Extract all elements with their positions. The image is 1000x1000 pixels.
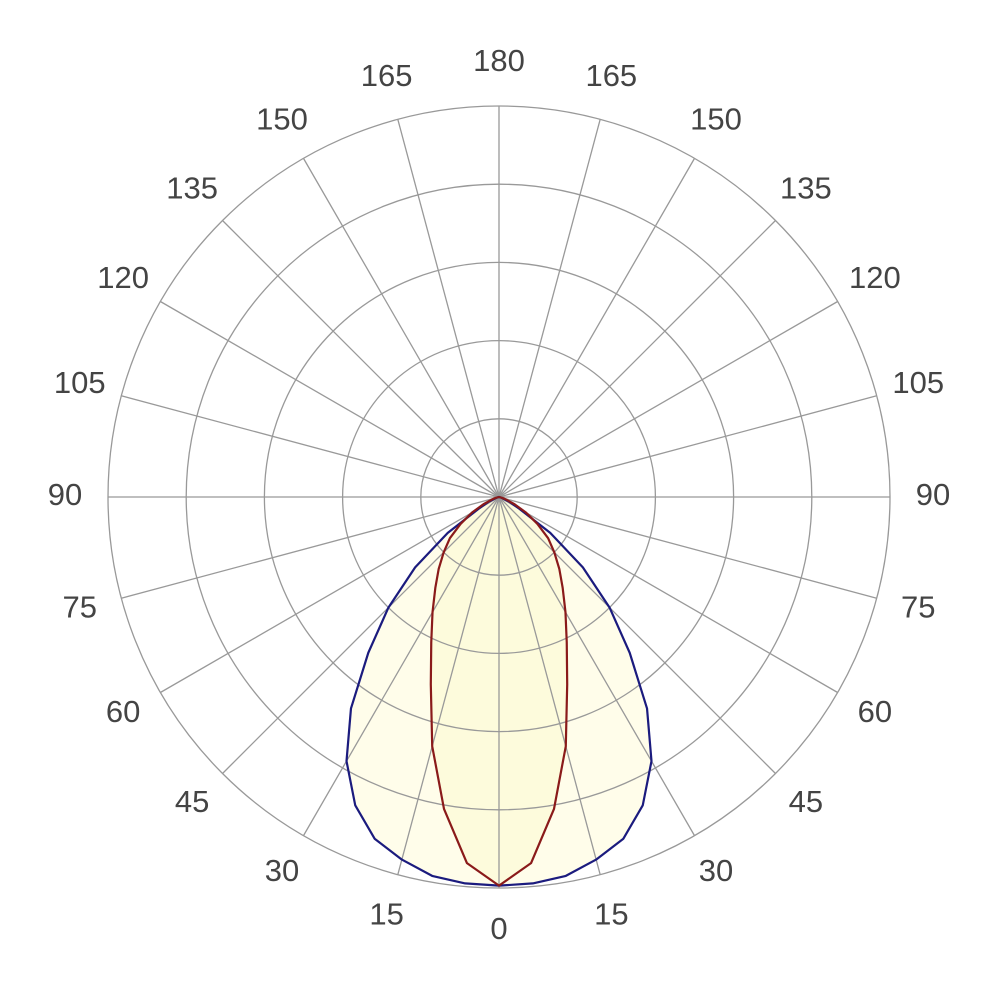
angle-label: 165: [361, 58, 413, 93]
angle-label: 150: [690, 101, 742, 136]
grid-spoke: [498, 496, 696, 836]
grid-spoke: [498, 496, 776, 774]
grid-spoke: [498, 496, 877, 599]
grid-spoke: [498, 395, 877, 498]
angle-label: 30: [265, 853, 299, 888]
grid-spoke: [222, 220, 500, 498]
angle-label: 105: [54, 365, 106, 400]
angle-label: 15: [369, 896, 403, 931]
grid-spoke: [498, 496, 838, 694]
grid-spoke: [498, 119, 601, 498]
angle-label: 180: [473, 43, 525, 78]
angle-label: 0: [490, 911, 507, 946]
angle-label: 90: [48, 477, 82, 512]
grid-spoke: [498, 158, 696, 498]
angle-label: 75: [63, 590, 97, 625]
grid-spoke: [302, 496, 500, 836]
angle-label: 60: [858, 694, 892, 729]
angle-label: 150: [256, 101, 308, 136]
angle-label: 165: [585, 58, 637, 93]
curve: [429, 495, 569, 887]
grid-spoke: [160, 300, 500, 498]
grid-spoke: [222, 496, 500, 774]
angle-label: 135: [780, 170, 832, 205]
angle-label: 45: [175, 784, 209, 819]
angle-label: 30: [699, 853, 733, 888]
angle-label: 75: [901, 590, 935, 625]
grid-spoke: [498, 220, 776, 498]
angle-label: 105: [892, 365, 944, 400]
angle-label: 120: [97, 260, 149, 295]
angle-label: 15: [594, 896, 628, 931]
grid-spoke: [121, 395, 500, 498]
angle-label: 135: [166, 170, 218, 205]
grid-spoke: [498, 300, 838, 498]
grid-spoke: [160, 496, 500, 694]
angle-label: 90: [916, 477, 950, 512]
angle-label: 60: [106, 694, 140, 729]
grid-spoke: [498, 496, 601, 875]
grid-spoke: [121, 496, 500, 599]
grid-spoke: [302, 158, 500, 498]
angle-label: 45: [789, 784, 823, 819]
grid-spoke: [397, 496, 500, 875]
angle-label: 120: [849, 260, 901, 295]
grid-spoke: [397, 119, 500, 498]
